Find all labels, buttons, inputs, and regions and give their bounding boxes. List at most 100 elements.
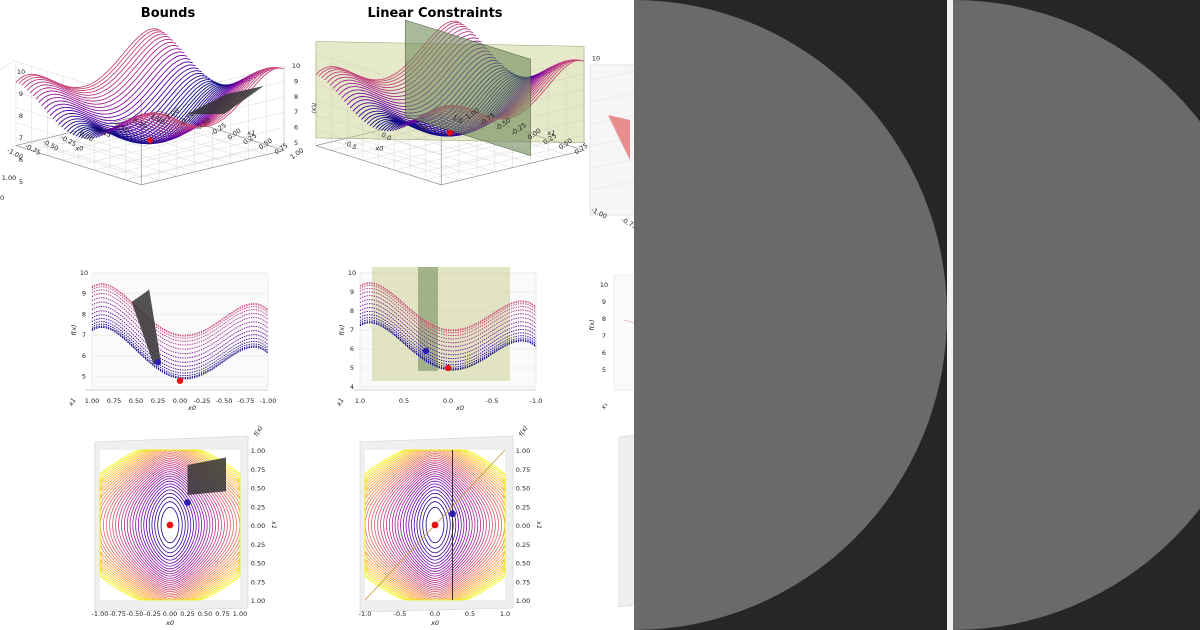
grid-line — [315, 114, 442, 155]
bounds-side-view-plot: 10 9 8 7 6 5 f(x) 1.00 0.75 0.50 0.25 0.00 -0.25 -0.5… — [66, 269, 276, 412]
surface-line — [120, 71, 265, 132]
y-tick-label: 0.50 — [257, 137, 273, 152]
surface-line — [63, 75, 208, 135]
surface-line — [623, 319, 634, 324]
grid-line — [15, 137, 142, 178]
overlay-circle-left — [634, 0, 947, 630]
surface-line — [359, 285, 537, 334]
contour-line — [132, 473, 208, 577]
z-tick-label: 8 — [19, 112, 23, 120]
linear-surface-3d-plot: 10987654f(x)-0.50.00.51.0x01.000.750.500… — [315, 19, 618, 186]
surface-line — [359, 287, 537, 337]
surface-line — [91, 318, 269, 371]
contour-line — [391, 469, 479, 581]
surface-line — [58, 70, 202, 130]
grid-line — [315, 130, 442, 170]
x-tick-label: -0.75 — [620, 216, 634, 231]
y-tick-label: 0.75 — [516, 466, 530, 474]
z-tick-label: 5 — [350, 364, 354, 372]
x-tick-label: 0.25 — [151, 397, 165, 405]
grid-line — [409, 140, 553, 176]
x-tick-label: -0.5 — [343, 139, 358, 152]
contour-line — [160, 506, 180, 544]
x-tick-label: 0.5 — [399, 397, 409, 405]
grid-line — [141, 127, 285, 163]
contour-line — [151, 492, 189, 558]
z-axis-label: f(x) — [338, 324, 346, 335]
x-tick-label: 0.5 — [465, 610, 475, 618]
grid-line — [589, 92, 634, 103]
z-tick-label: 5 — [294, 139, 298, 147]
surface-line — [359, 321, 537, 370]
surface-line — [91, 323, 269, 376]
surface-line — [91, 301, 269, 354]
contour-line — [405, 480, 465, 570]
overlay-shapes — [634, 0, 1200, 630]
z-tick-label: 6 — [602, 349, 606, 357]
grid-line — [589, 158, 634, 169]
axis-edge — [315, 145, 442, 186]
x-tick-label: 0.0 — [443, 397, 453, 405]
x-tick-label: -1.0 — [530, 397, 543, 405]
y-axis-label: x₁ — [599, 401, 610, 412]
y-tick-label: 1.00 — [516, 447, 530, 455]
y-axis-label: x1 — [270, 520, 278, 529]
bound-region-surface — [131, 289, 161, 365]
y-tick-label: 1.00 — [251, 447, 265, 455]
surface-line — [72, 80, 216, 141]
x-tick-label: 0.25 — [180, 610, 194, 618]
y-axis-label: x1 — [334, 397, 345, 409]
y-axis-label: x1 — [535, 520, 543, 529]
z-tick-label: 8 — [82, 310, 86, 318]
linear-contour-plot: -1.0 -0.5 0.0 0.5 1.0 x0 1.00 0.75 0.50 0.25 0.00 0… — [359, 424, 543, 627]
contour-line — [408, 483, 462, 567]
z-axis-label: f(x) — [517, 424, 530, 438]
x-axis-label: x0 — [430, 619, 439, 627]
contour-line — [416, 492, 454, 558]
partial-contour-plot — [618, 434, 634, 608]
grid-line — [141, 142, 285, 178]
y-tick-label: 0.25 — [516, 541, 530, 549]
x-tick-label: 0.5 — [416, 122, 429, 134]
contour-line — [397, 473, 473, 577]
minimum-point — [147, 137, 153, 144]
axis-edge — [441, 150, 585, 186]
contour-line — [385, 465, 485, 585]
x-tick-label: 0.75 — [107, 397, 121, 405]
contour-line — [413, 489, 457, 561]
x-tick-label: 0.00 — [163, 610, 177, 618]
y-tick-label: 0 — [0, 194, 4, 202]
y-axis-label: x1 — [246, 129, 255, 137]
contour-line — [377, 459, 493, 591]
contour-line — [129, 471, 211, 579]
y-tick-label: 1.00 — [516, 597, 530, 605]
surface-line — [91, 283, 269, 336]
constraint-plane-vertical — [404, 19, 531, 157]
z-tick-label: 9 — [294, 78, 298, 86]
x-tick-label: 0.0 — [430, 610, 440, 618]
overlay-circle-right — [953, 0, 1200, 630]
constrained-minimum-point — [422, 347, 430, 355]
grid-line — [125, 145, 269, 181]
constrained-minimum-point — [449, 510, 456, 518]
x-tick-label: -0.50 — [216, 397, 233, 405]
z-tick-label: 7 — [82, 331, 86, 339]
grid-line — [441, 134, 585, 170]
surface-line — [359, 303, 537, 352]
surface-line — [91, 306, 269, 359]
surface-line — [29, 38, 174, 99]
contour-line — [157, 501, 183, 549]
y-tick-label: 0.25 — [251, 503, 265, 511]
surface-line — [112, 76, 256, 136]
z-tick-label: 9 — [350, 288, 354, 296]
surface-line — [132, 67, 276, 128]
z-tick-label: 10 — [592, 55, 600, 63]
grid-line — [15, 122, 142, 163]
grid-line — [589, 136, 634, 147]
surface-line — [69, 79, 214, 139]
y-tick-label: 1.00 — [2, 174, 16, 182]
z-tick-label: 6 — [350, 345, 354, 353]
y-tick-label: 1.00 — [251, 597, 265, 605]
z-tick-label: 8 — [350, 307, 354, 315]
x-tick-label: -0.25 — [194, 397, 211, 405]
